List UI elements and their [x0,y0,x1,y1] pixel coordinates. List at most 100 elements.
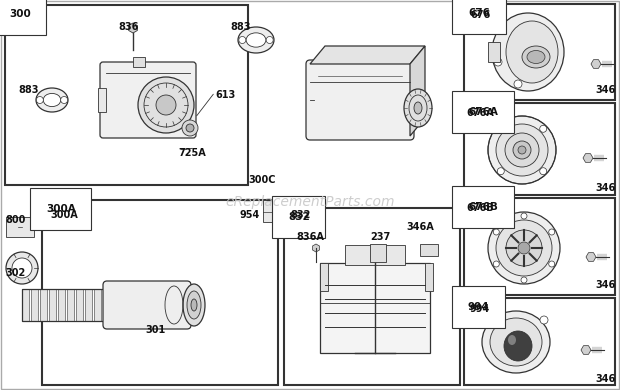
Bar [263,200,281,222]
Circle shape [6,252,38,284]
FancyBboxPatch shape [100,62,196,138]
Bar [345,245,405,265]
Ellipse shape [187,291,201,319]
Text: 836A: 836A [296,232,324,242]
Circle shape [506,230,542,266]
Polygon shape [129,23,138,33]
Text: 300A: 300A [50,210,78,220]
Ellipse shape [183,284,205,326]
Text: 676A: 676A [468,107,498,117]
Ellipse shape [238,27,274,53]
Ellipse shape [404,89,432,127]
Text: 832: 832 [288,212,310,222]
Text: 883: 883 [18,85,38,95]
Circle shape [488,116,556,184]
Text: 836: 836 [118,22,138,32]
Text: 954: 954 [240,210,260,220]
Text: 346: 346 [595,280,615,290]
Text: 300: 300 [9,9,31,19]
Circle shape [549,261,555,267]
Circle shape [266,37,273,44]
Ellipse shape [527,50,545,64]
Circle shape [484,316,492,324]
FancyBboxPatch shape [103,281,191,329]
Circle shape [138,77,194,133]
Text: 346: 346 [595,183,615,193]
Polygon shape [581,346,591,355]
Polygon shape [591,60,601,68]
Circle shape [494,261,499,267]
Circle shape [540,125,547,132]
Bar [76,289,83,321]
Circle shape [496,18,504,26]
Circle shape [540,168,547,175]
Polygon shape [310,46,425,64]
Circle shape [37,96,43,103]
Bar [320,263,328,291]
Text: 676B: 676B [466,203,494,213]
Bar [488,42,500,62]
Circle shape [497,168,504,175]
Circle shape [514,80,522,88]
Polygon shape [583,154,593,162]
Text: 300C: 300C [248,175,275,185]
Circle shape [521,213,527,219]
Ellipse shape [492,13,564,91]
Circle shape [12,258,32,278]
Circle shape [518,146,526,154]
Bar [42,200,278,385]
Text: 346A: 346A [406,222,434,232]
Circle shape [494,229,499,235]
Circle shape [549,229,555,235]
Bar [40,289,47,321]
Ellipse shape [508,335,516,345]
Circle shape [488,212,560,284]
Text: 994: 994 [470,304,490,314]
Bar [98,88,106,112]
Bar [31,289,38,321]
Bar [464,198,615,295]
Bar [6,217,34,237]
FancyBboxPatch shape [306,60,414,140]
Bar [49,289,56,321]
Ellipse shape [504,331,532,361]
Ellipse shape [490,318,542,366]
Bar [22,289,112,321]
Bar [22,289,29,321]
Text: 676: 676 [470,10,490,20]
Circle shape [496,220,552,276]
Text: 300A: 300A [46,204,76,214]
Text: eReplacementParts.com: eReplacementParts.com [225,195,395,209]
Circle shape [61,96,68,103]
Circle shape [497,125,504,132]
Text: 676: 676 [468,8,490,18]
Bar [103,289,110,321]
Bar [464,298,615,385]
Circle shape [521,277,527,283]
Ellipse shape [36,88,68,112]
Bar [94,289,101,321]
Text: 994: 994 [468,302,490,312]
Text: 613: 613 [215,90,235,100]
Ellipse shape [43,93,61,106]
Ellipse shape [246,33,266,47]
Circle shape [239,37,246,44]
Bar [370,244,386,262]
Ellipse shape [482,311,550,373]
Bar [58,289,65,321]
Bar [464,4,615,100]
Text: 346: 346 [595,374,615,384]
Text: 832: 832 [290,210,311,220]
Text: 676A: 676A [466,108,494,118]
Ellipse shape [522,46,550,68]
Polygon shape [410,46,425,136]
Text: 302: 302 [5,268,25,278]
Text: 676B: 676B [468,202,498,212]
Ellipse shape [506,21,558,83]
Polygon shape [312,244,319,252]
Bar [5,5,248,185]
Ellipse shape [191,299,197,311]
Circle shape [505,133,539,167]
Bar [425,263,433,291]
Circle shape [518,242,530,254]
